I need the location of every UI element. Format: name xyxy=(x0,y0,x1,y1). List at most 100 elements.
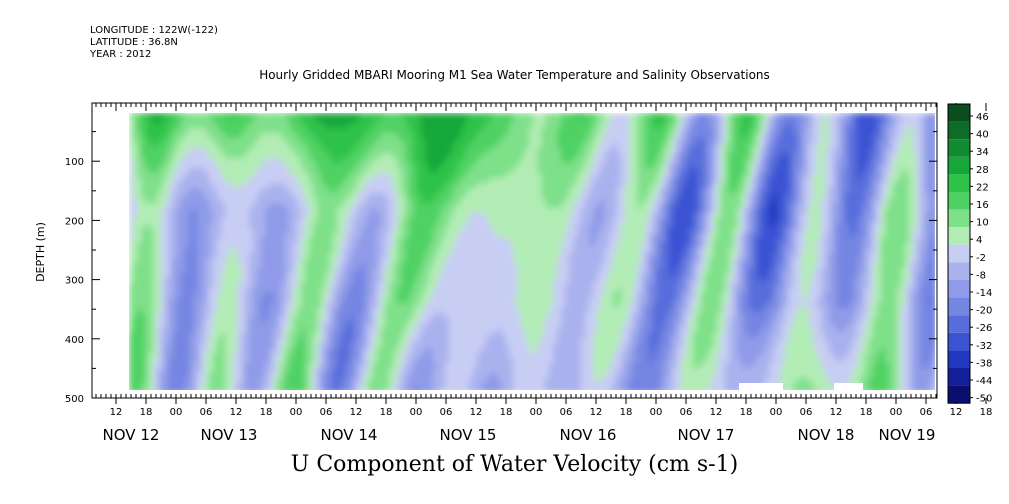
field-cell xyxy=(389,148,394,154)
field-cell xyxy=(321,343,326,349)
field-cell xyxy=(341,123,346,129)
field-cell xyxy=(129,123,134,129)
field-cell xyxy=(445,273,450,279)
field-cell xyxy=(205,178,210,184)
field-cell xyxy=(433,243,438,249)
field-cell xyxy=(313,378,318,384)
field-cell xyxy=(257,188,262,194)
field-cell xyxy=(405,113,410,119)
field-cell xyxy=(457,278,462,284)
field-cell xyxy=(409,183,414,189)
field-cell xyxy=(225,153,230,159)
field-cell xyxy=(149,288,154,294)
field-cell xyxy=(181,363,186,369)
field-cell xyxy=(145,248,150,254)
field-cell xyxy=(177,228,182,234)
field-cell xyxy=(173,373,178,379)
field-cell xyxy=(325,178,330,184)
field-cell xyxy=(185,118,190,124)
field-cell xyxy=(149,368,154,374)
field-cell xyxy=(205,198,210,204)
field-cell xyxy=(209,113,214,119)
field-cell xyxy=(193,273,198,279)
field-cell xyxy=(225,338,230,344)
field-cell xyxy=(261,213,266,219)
field-cell xyxy=(157,208,162,214)
field-cell xyxy=(381,363,386,369)
field-cell xyxy=(405,178,410,184)
field-cell xyxy=(153,248,158,254)
field-cell xyxy=(441,358,446,364)
field-cell xyxy=(405,223,410,229)
field-cell xyxy=(165,358,170,364)
field-cell xyxy=(157,328,162,334)
field-cell xyxy=(261,128,266,134)
field-cell xyxy=(357,268,362,274)
field-cell xyxy=(165,283,170,289)
field-cell xyxy=(289,298,294,304)
field-cell xyxy=(341,118,346,124)
field-cell xyxy=(393,243,398,249)
field-cell xyxy=(173,208,178,214)
field-cell xyxy=(433,178,438,184)
field-cell xyxy=(341,128,346,134)
field-cell xyxy=(397,268,402,274)
field-cell xyxy=(141,338,146,344)
field-cell xyxy=(453,348,458,354)
field-cell xyxy=(197,113,202,119)
field-cell xyxy=(149,343,154,349)
field-cell xyxy=(173,123,178,129)
field-cell xyxy=(169,223,174,229)
field-cell xyxy=(165,178,170,184)
field-cell xyxy=(289,203,294,209)
field-cell xyxy=(413,273,418,279)
field-cell xyxy=(405,328,410,334)
field-cell xyxy=(269,348,274,354)
field-cell xyxy=(357,248,362,254)
field-cell xyxy=(301,313,306,319)
field-cell xyxy=(361,308,366,314)
field-cell xyxy=(437,358,442,364)
field-cell xyxy=(205,168,210,174)
field-cell xyxy=(289,368,294,374)
field-cell xyxy=(269,208,274,214)
field-cell xyxy=(321,218,326,224)
field-cell xyxy=(209,313,214,319)
field-cell xyxy=(177,323,182,329)
field-cell xyxy=(353,303,358,309)
field-cell xyxy=(249,113,254,119)
field-cell xyxy=(157,218,162,224)
field-cell xyxy=(317,258,322,264)
field-cell xyxy=(457,178,462,184)
field-cell xyxy=(309,158,314,164)
field-cell xyxy=(345,363,350,369)
field-cell xyxy=(457,303,462,309)
field-cell xyxy=(429,388,434,390)
field-cell xyxy=(197,208,202,214)
field-cell xyxy=(469,133,474,139)
field-cell xyxy=(437,338,442,344)
field-cell xyxy=(213,188,218,194)
field-cell xyxy=(365,343,370,349)
field-cell xyxy=(321,348,326,354)
field-cell xyxy=(245,313,250,319)
field-cell xyxy=(221,303,226,309)
field-cell xyxy=(209,223,214,229)
field-cell xyxy=(433,113,438,119)
field-cell xyxy=(417,278,422,284)
field-cell xyxy=(377,113,382,119)
field-cell xyxy=(145,198,150,204)
field-cell xyxy=(393,368,398,374)
field-cell xyxy=(373,378,378,384)
field-cell xyxy=(189,178,194,184)
field-cell xyxy=(305,288,310,294)
field-cell xyxy=(341,193,346,199)
field-cell xyxy=(381,213,386,219)
field-cell xyxy=(369,373,374,379)
field-cell xyxy=(409,123,414,129)
field-cell xyxy=(233,303,238,309)
field-cell xyxy=(137,298,142,304)
field-cell xyxy=(425,283,430,289)
field-cell xyxy=(429,358,434,364)
field-cell xyxy=(337,318,342,324)
